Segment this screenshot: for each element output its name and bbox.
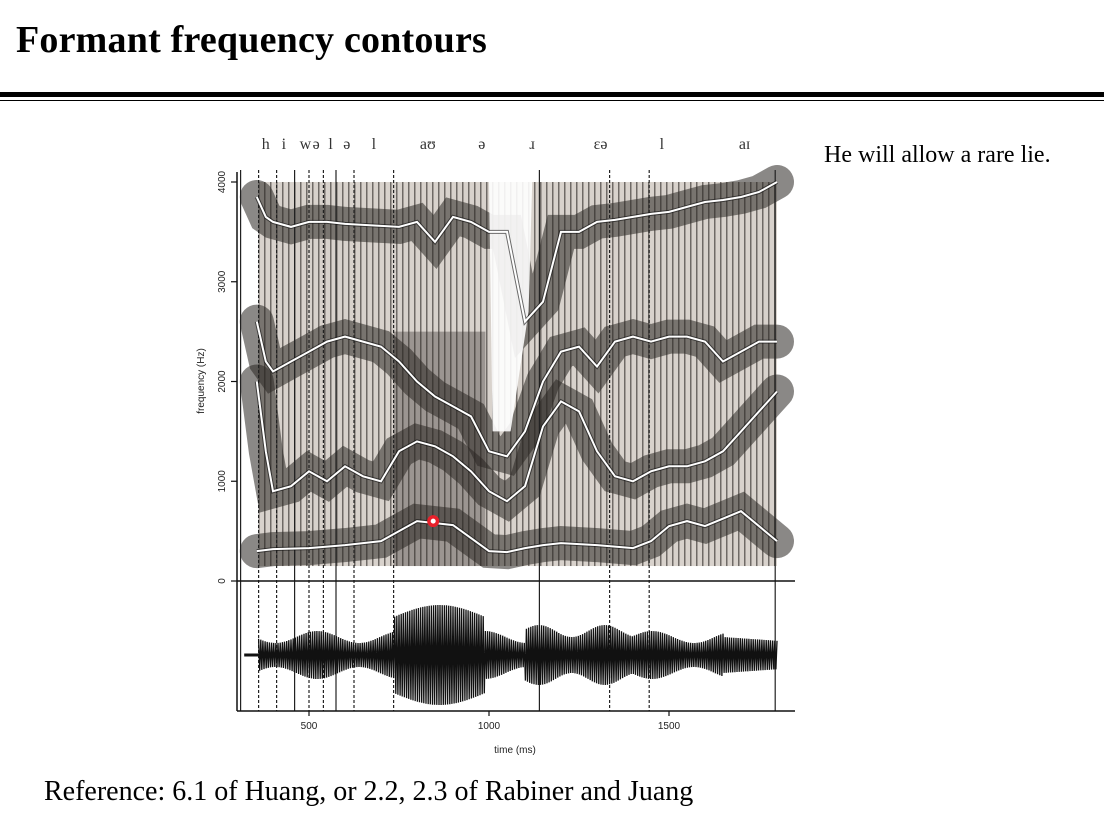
chart-axes: 0 1000 2000 3000 4000 500 1000 1500 [217,170,795,732]
speech-waveform [244,604,778,706]
formant-2-line [255,381,778,503]
phone-label: w [300,136,312,153]
reference-text: Reference: 6.1 of Huang, or 2.2, 2.3 of … [44,776,694,807]
phone-boundaries [239,170,776,711]
sentence-caption: He will allow a rare lie. [824,142,1051,168]
title-rule-thin [0,100,1104,101]
x-tick-label: 500 [301,721,318,732]
phone-label: aɪ [739,136,751,153]
y-tick-label: 0 [217,578,228,584]
formant-3-line [255,321,777,458]
formant-4-line [255,181,778,324]
y-axis-title: frequency (Hz) [196,348,207,414]
x-tick-label: 1000 [478,721,501,732]
y-tick-label: 1000 [217,470,228,493]
annotation-markers [427,515,440,528]
red-marker-center [430,518,436,524]
x-axis-title: time (ms) [494,745,536,756]
y-tick-label: 3000 [217,270,228,293]
phone-label: l [660,136,665,153]
y-tick-label: 2000 [217,370,228,393]
y-tick-label: 4000 [217,170,228,193]
slide-title: Formant frequency contours [16,19,487,61]
phone-label: h [262,136,270,153]
spectrogram-gap [489,182,533,432]
phone-label: i [282,136,287,153]
phone-label: ə [478,136,485,153]
waveform-trace [257,604,778,706]
phone-labels: h i w ə l ə l aʊ ə ɹ ɛə l aɪ [262,136,751,153]
title-rule-thick [0,92,1104,97]
phone-label: l [328,136,333,153]
spectrogram [239,165,794,570]
phone-label: aʊ [420,136,436,153]
formant-1-line [256,510,778,554]
phone-label: ɛə [594,136,608,153]
phone-label: ɹ [530,136,536,153]
phone-label: ə [313,136,320,153]
formant-contours [254,180,779,555]
phone-label: ə [343,136,350,153]
phone-label: l [372,136,377,153]
x-tick-label: 1500 [658,721,681,732]
